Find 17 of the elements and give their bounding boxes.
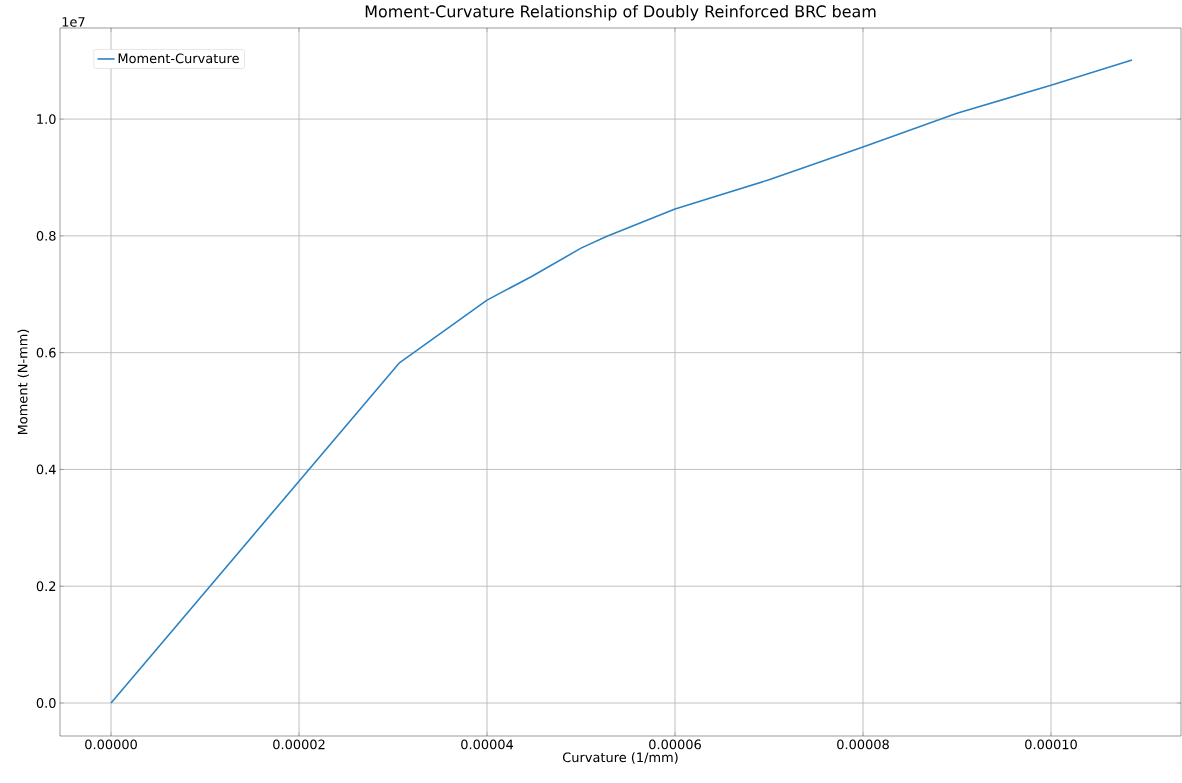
y-tick-label: 0.6 — [36, 347, 56, 358]
x-tick-label: 0.00004 — [461, 739, 514, 750]
x-tick-label: 0.00002 — [273, 739, 325, 750]
x-tick-label: 0.00000 — [85, 739, 137, 750]
legend-label: Moment-Curvature — [118, 53, 239, 64]
y-tick-label: 0.4 — [36, 464, 56, 475]
y-tick-label: 0.8 — [36, 230, 56, 241]
y-tick-label: 0.0 — [36, 698, 56, 708]
y-axis-title: Moment (N-mm) — [17, 329, 30, 435]
x-axis-title: Curvature (1/mm) — [562, 752, 678, 764]
text: 1e7 — [62, 17, 85, 27]
x-tick-label: 0.00010 — [1025, 739, 1077, 750]
x-tick-label: 0.00006 — [649, 739, 701, 750]
y-tick-label: 0.2 — [36, 581, 56, 592]
x-tick-label: 0.00008 — [837, 739, 889, 750]
chart-title: Moment-Curvature Relationship of Doubly Reinforced BRC beam — [365, 5, 876, 21]
y-tick-label: 1.0 — [37, 114, 56, 124]
